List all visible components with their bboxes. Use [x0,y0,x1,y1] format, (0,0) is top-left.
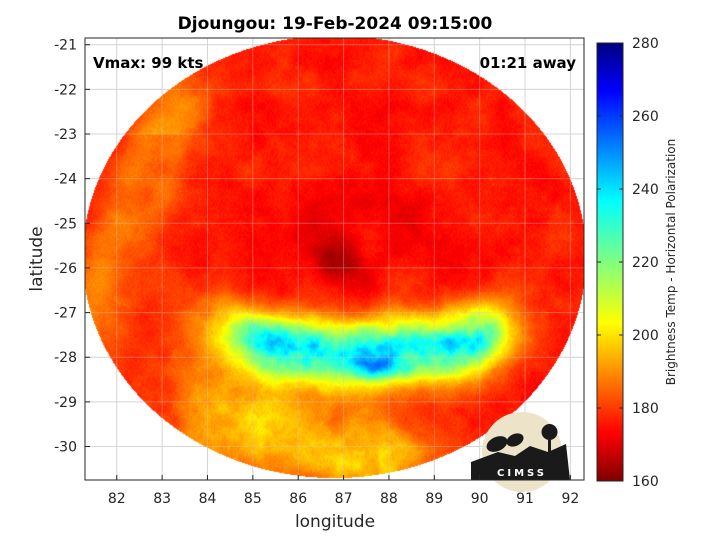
x-tick-label: 86 [289,491,307,507]
x-tick-label: 90 [471,491,489,507]
x-tick-label: 83 [153,491,171,507]
logo-ground [471,444,570,480]
y-tick-label: -26 [54,261,77,277]
colorbar-label: Brightness Temp - Horizontal Polarizatio… [664,139,678,386]
x-tick-label: 82 [108,491,126,507]
plot-area: CIMSS Vmax: 99 kts 01:21 away [84,37,585,492]
y-tick-label: -23 [54,127,77,143]
x-axis-label: longitude [295,512,375,532]
cimss-logo: CIMSS [471,412,570,492]
colorbar-tick-label: 280 [632,36,659,52]
x-tick-label: 87 [335,491,353,507]
chart-title: Djoungou: 19-Feb-2024 09:15:00 [178,14,493,34]
logo-tower-icon [548,440,551,462]
x-tick-label: 88 [380,491,398,507]
y-tick-label: -22 [54,82,77,98]
y-tick-label: -28 [54,350,77,366]
colorbar-tick-label: 160 [632,474,659,490]
vmax-annotation: Vmax: 99 kts [93,54,203,72]
logo-tower-tank [541,424,558,440]
x-tick-label: 92 [561,491,579,507]
logo-text: CIMSS [497,468,547,479]
x-axis-ticks: 82 83 84 85 86 87 88 89 90 91 92 [108,475,579,507]
brightness-temperature-image [85,38,584,480]
y-axis-label: latitude [27,226,47,291]
x-tick-label: 85 [244,491,262,507]
logo-dish-icon-small [506,433,524,447]
colorbar: 160 180 200 220 240 260 280 Brightness Temp - … [596,36,678,490]
y-tick-label: -30 [54,440,77,456]
y-tick-label: -21 [54,38,77,54]
time-away-annotation: 01:21 away [480,54,577,72]
y-axis-ticks: -21 -22 -23 -24 -25 -26 -27 -28 -29 -30 [54,38,90,456]
logo-dish-icon [486,436,508,452]
colorbar-tick-label: 260 [632,109,659,125]
y-tick-label: -27 [54,306,77,322]
colorbar-tick-label: 220 [632,255,659,271]
y-tick-label: -25 [54,216,77,232]
colorbar-tick-label: 200 [632,328,659,344]
x-tick-label: 84 [199,491,217,507]
colorbar-tick-label: 240 [632,182,659,198]
swath-heatmap [85,38,584,480]
plot-frame [84,37,585,481]
x-tick-label: 89 [425,491,443,507]
colorbar-tick-label: 180 [632,401,659,417]
y-tick-label: -29 [54,395,77,411]
x-tick-label: 91 [516,491,534,507]
colorbar-ticks: 160 180 200 220 240 260 280 [597,36,659,490]
colorbar-gradient [596,42,624,482]
y-tick-label: -24 [54,172,77,188]
